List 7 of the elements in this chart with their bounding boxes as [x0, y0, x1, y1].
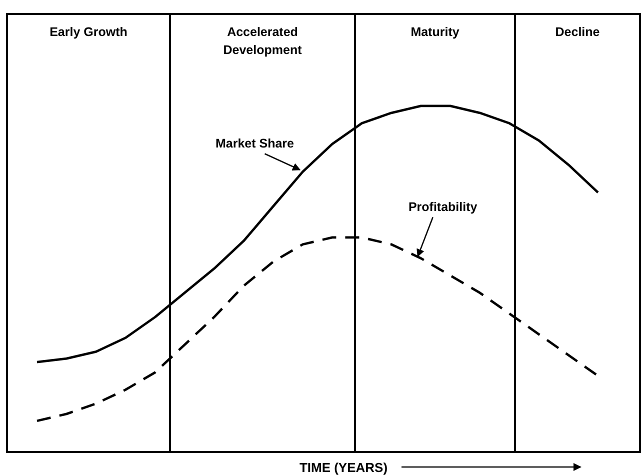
text: Maturity — [410, 25, 460, 39]
text: Profitability — [408, 200, 478, 214]
text: Early Growth — [50, 25, 128, 39]
x-axis-title: TIME (YEARS) — [299, 460, 388, 475]
text: Decline — [555, 25, 600, 39]
series-label: Market Share — [215, 136, 294, 151]
text: Accelerated Development — [223, 25, 303, 57]
